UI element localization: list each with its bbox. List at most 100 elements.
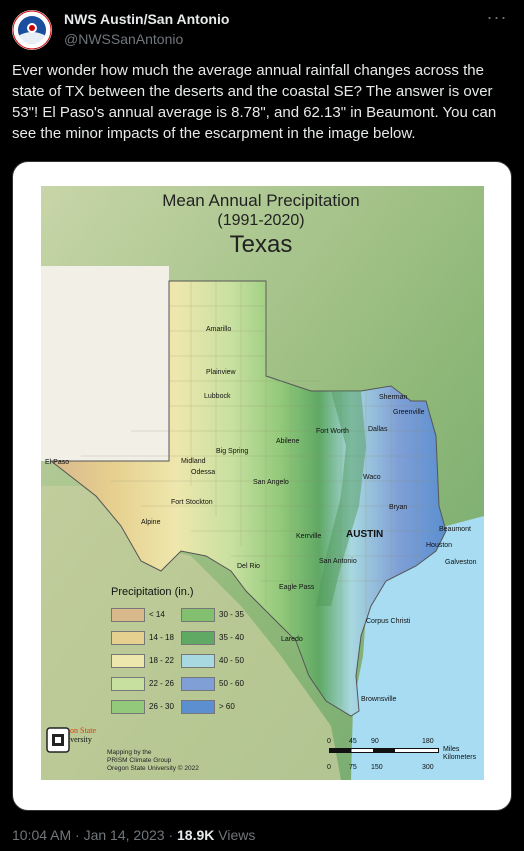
map-credit: Mapping by the PRISM Climate Group Orego…: [107, 749, 199, 773]
legend-swatch: [111, 699, 145, 714]
legend-swatch: [181, 699, 215, 714]
city-label: Waco: [363, 474, 381, 481]
credit-line2: PRISM Climate Group: [107, 757, 172, 764]
legend-item: 22 - 26: [111, 675, 174, 691]
logo-line1: Oregon State: [54, 726, 96, 735]
legend: Precipitation (in.) < 14 14 - 18 18 - 22 22…: [111, 586, 251, 726]
scale-miles-ticks: 0 45 90 180: [327, 738, 442, 746]
city-label: Galveston: [445, 559, 477, 566]
legend-swatch: [181, 630, 215, 645]
legend-item: 26 - 30: [111, 698, 174, 714]
city-label: Eagle Pass: [279, 584, 315, 591]
city-label: Midland: [181, 458, 206, 465]
legend-item: 18 - 22: [111, 652, 174, 668]
legend-label: 50 - 60: [219, 679, 244, 689]
scale-tick-label: 90: [371, 738, 379, 745]
scale-tick-label: 180: [422, 738, 434, 745]
legend-swatch: [111, 630, 145, 645]
views-count: 18.9K: [177, 827, 215, 843]
scale-bar-line: [329, 748, 439, 753]
legend-item: 14 - 18: [111, 629, 174, 645]
scale-km-unit: Kilometers: [443, 754, 477, 761]
logo-line2: University: [58, 735, 92, 744]
more-options-icon[interactable]: ···: [486, 7, 508, 27]
city-label: Lubbock: [204, 393, 231, 400]
scale-miles-unit: Miles: [443, 746, 460, 753]
map-title-line3: Texas: [229, 231, 293, 258]
legend-label: < 14: [149, 610, 165, 620]
city-labels: Amarillo Plainview Lubbock Sherman Greenvill…: [41, 186, 484, 780]
legend-label: 14 - 18: [149, 633, 174, 643]
legend-item: < 14: [111, 606, 165, 622]
legend-swatch: [181, 653, 215, 668]
city-label: Bryan: [389, 504, 408, 511]
legend-item: 40 - 50: [181, 652, 244, 668]
credit-line3: Oregon State University © 2022: [107, 765, 199, 772]
city-label: Corpus Christi: [366, 618, 411, 625]
city-label: Abilene: [276, 438, 300, 445]
legend-item: 35 - 40: [181, 629, 244, 645]
city-label: Beaumont: [439, 526, 471, 533]
map-title-line1: Mean Annual Precipitation: [162, 191, 360, 210]
legend-item: > 60: [181, 698, 235, 714]
scale-tick-label: 0: [327, 738, 331, 745]
tweet-header: NWS Austin/San Antonio @NWSSanAntonio ··…: [12, 7, 512, 50]
scale-tick-label: 300: [422, 764, 434, 771]
city-label: Plainview: [206, 369, 236, 376]
nws-logo-icon: [12, 10, 52, 50]
city-label: Brownsville: [361, 696, 397, 703]
city-label: Houston: [426, 542, 453, 549]
legend-label: 30 - 35: [219, 610, 244, 620]
legend-title: Precipitation (in.): [111, 586, 194, 598]
city-label: Laredo: [281, 636, 303, 643]
city-label: Dallas: [368, 426, 388, 433]
city-label: Fort Worth: [316, 428, 349, 435]
scale-tick-label: 75: [349, 764, 357, 771]
tweet-media[interactable]: Mean Annual Precipitation (1991-2020) Te…: [12, 161, 512, 811]
city-label: San Antonio: [319, 558, 357, 565]
legend-label: > 60: [219, 702, 235, 712]
legend-item: 50 - 60: [181, 675, 244, 691]
precipitation-map: Mean Annual Precipitation (1991-2020) Te…: [41, 186, 484, 780]
osu-seal-icon: [46, 727, 70, 753]
legend-swatch: [181, 676, 215, 691]
map-title: Mean Annual Precipitation (1991-2020) Te…: [141, 191, 381, 259]
city-label: Del Rio: [237, 563, 260, 570]
legend-item: 30 - 35: [181, 606, 244, 622]
tweet-text: Ever wonder how much the average annual …: [12, 62, 497, 142]
legend-swatch: [111, 607, 145, 622]
legend-swatch: [111, 676, 145, 691]
legend-swatch: [181, 607, 215, 622]
scale-tick-label: 0: [327, 764, 331, 771]
legend-label: 35 - 40: [219, 633, 244, 643]
city-label: Kerrville: [296, 533, 322, 540]
legend-label: 40 - 50: [219, 656, 244, 666]
city-label: Sherman: [379, 394, 408, 401]
timestamp[interactable]: 10:04 AM · Jan 14, 2023 ·: [12, 827, 177, 843]
views-label: Views: [214, 827, 256, 843]
credit-line1: Mapping by the: [107, 749, 152, 756]
legend-label: 18 - 22: [149, 656, 174, 666]
city-label: Odessa: [191, 469, 216, 476]
city-label: Greenville: [393, 409, 425, 416]
city-label: AUSTIN: [346, 529, 384, 540]
city-label: Amarillo: [206, 326, 232, 333]
legend-label: 22 - 26: [149, 679, 174, 689]
scale-tick-label: 45: [349, 738, 357, 745]
scale-tick-label: 150: [371, 764, 383, 771]
city-label: Big Spring: [216, 448, 249, 455]
tweet-footer: 10:04 AM · Jan 14, 2023 · 18.9K Views: [12, 826, 255, 844]
city-label: Alpine: [141, 519, 161, 526]
avatar[interactable]: [12, 10, 52, 50]
city-label: Fort Stockton: [171, 499, 213, 506]
scale-km-ticks: 0 75 150 300: [327, 764, 442, 772]
city-label: San Angelo: [253, 479, 289, 486]
handle[interactable]: @NWSSanAntonio: [64, 31, 184, 47]
account-names: NWS Austin/San Antonio @NWSSanAntonio: [64, 10, 229, 48]
city-label: El Paso: [45, 459, 70, 466]
osu-logo: Oregon State University: [45, 726, 105, 778]
legend-swatch: [111, 653, 145, 668]
scale-bar: 0 45 90 180 Miles Kilometers 0 75 150 300: [327, 738, 482, 778]
legend-label: 26 - 30: [149, 702, 174, 712]
display-name[interactable]: NWS Austin/San Antonio: [64, 11, 230, 27]
